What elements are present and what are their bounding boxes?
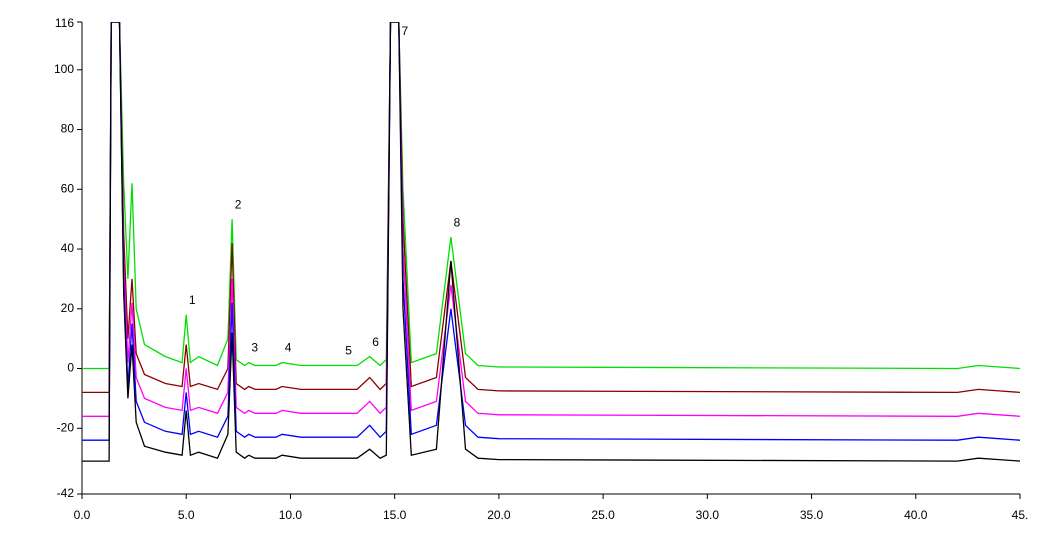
y-tick-label: -20 [57, 420, 75, 434]
y-tick-label: 116 [55, 16, 74, 30]
traces [82, 22, 1021, 462]
trace [82, 22, 1021, 417]
x-tick-label: 35.0 [800, 508, 824, 522]
x-tick-label: 40.0 [904, 508, 928, 522]
peak-label: 5 [345, 344, 352, 358]
trace [82, 22, 1021, 462]
x-tick-label: 25.0 [591, 508, 615, 522]
peak-label: 7 [401, 24, 408, 38]
x-tick-label: 45. [1012, 508, 1029, 522]
y-tick-label: -42 [57, 486, 75, 500]
x-tick-label: 30.0 [696, 508, 720, 522]
y-tick-label: 80 [61, 122, 75, 136]
trace [82, 22, 1021, 394]
y-tick-label: 40 [61, 241, 75, 255]
peak-label: 1 [189, 293, 196, 307]
y-tick-label: 60 [61, 181, 75, 195]
y-tick-label: 100 [54, 62, 74, 76]
y-tick-label: 20 [61, 301, 75, 315]
peak-label: 2 [235, 197, 242, 211]
x-tick-label: 5.0 [178, 508, 195, 522]
x-tick-label: 15.0 [383, 508, 407, 522]
x-tick-label: 20.0 [487, 508, 511, 522]
y-tick-label: 0 [67, 361, 74, 375]
peak-label: 4 [285, 341, 292, 355]
peak-label: 3 [251, 341, 258, 355]
peak-label: 8 [454, 215, 461, 229]
x-tick-label: 0.0 [74, 508, 91, 522]
x-tick-label: 10.0 [279, 508, 303, 522]
trace [82, 22, 1021, 370]
trace [82, 22, 1021, 441]
peak-label: 6 [372, 335, 379, 349]
